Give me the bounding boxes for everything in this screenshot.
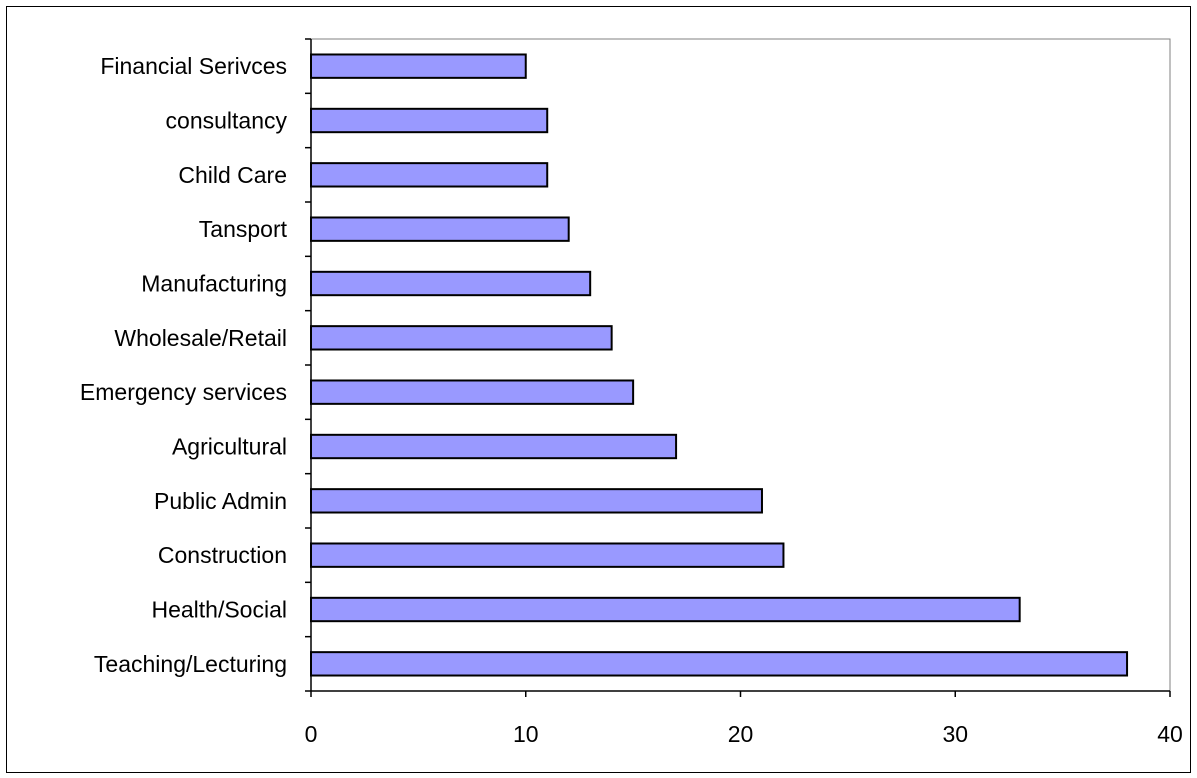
bar-9 (310, 542, 785, 568)
category-label: Teaching/Lecturing (94, 651, 287, 677)
bar-5 (310, 325, 613, 351)
category-label: Public Admin (154, 488, 287, 514)
bar-6 (310, 379, 635, 405)
category-label: Manufacturing (141, 271, 287, 297)
category-label: Financial Serivces (100, 53, 287, 79)
labels-layer: Financial Serivces consultancy Child Care T… (80, 53, 1183, 747)
bar-2 (310, 162, 549, 188)
category-label: consultancy (166, 108, 288, 134)
category-label: Tansport (199, 216, 288, 242)
axes-layer (305, 38, 1171, 697)
bar-11 (310, 651, 1129, 677)
x-tick-label: 10 (513, 721, 539, 747)
bar-7 (310, 433, 678, 460)
bar-0 (310, 53, 527, 79)
category-label: Child Care (178, 162, 287, 188)
category-label: Construction (158, 542, 287, 568)
bar-10 (310, 596, 1021, 623)
bar-4 (310, 270, 592, 297)
bar-8 (310, 488, 763, 514)
x-tick-label: 0 (305, 721, 318, 747)
bars-layer (310, 53, 1129, 677)
x-tick-label: 40 (1157, 721, 1183, 747)
category-label: Health/Social (151, 597, 287, 623)
plot-area (310, 38, 1171, 692)
category-label: Agricultural (172, 434, 287, 460)
bar-3 (310, 216, 570, 242)
x-tick-label: 20 (728, 721, 754, 747)
category-label: Wholesale/Retail (114, 325, 287, 351)
bar-1 (310, 107, 549, 134)
x-tick-label: 30 (942, 721, 968, 747)
category-label: Emergency services (80, 379, 287, 405)
